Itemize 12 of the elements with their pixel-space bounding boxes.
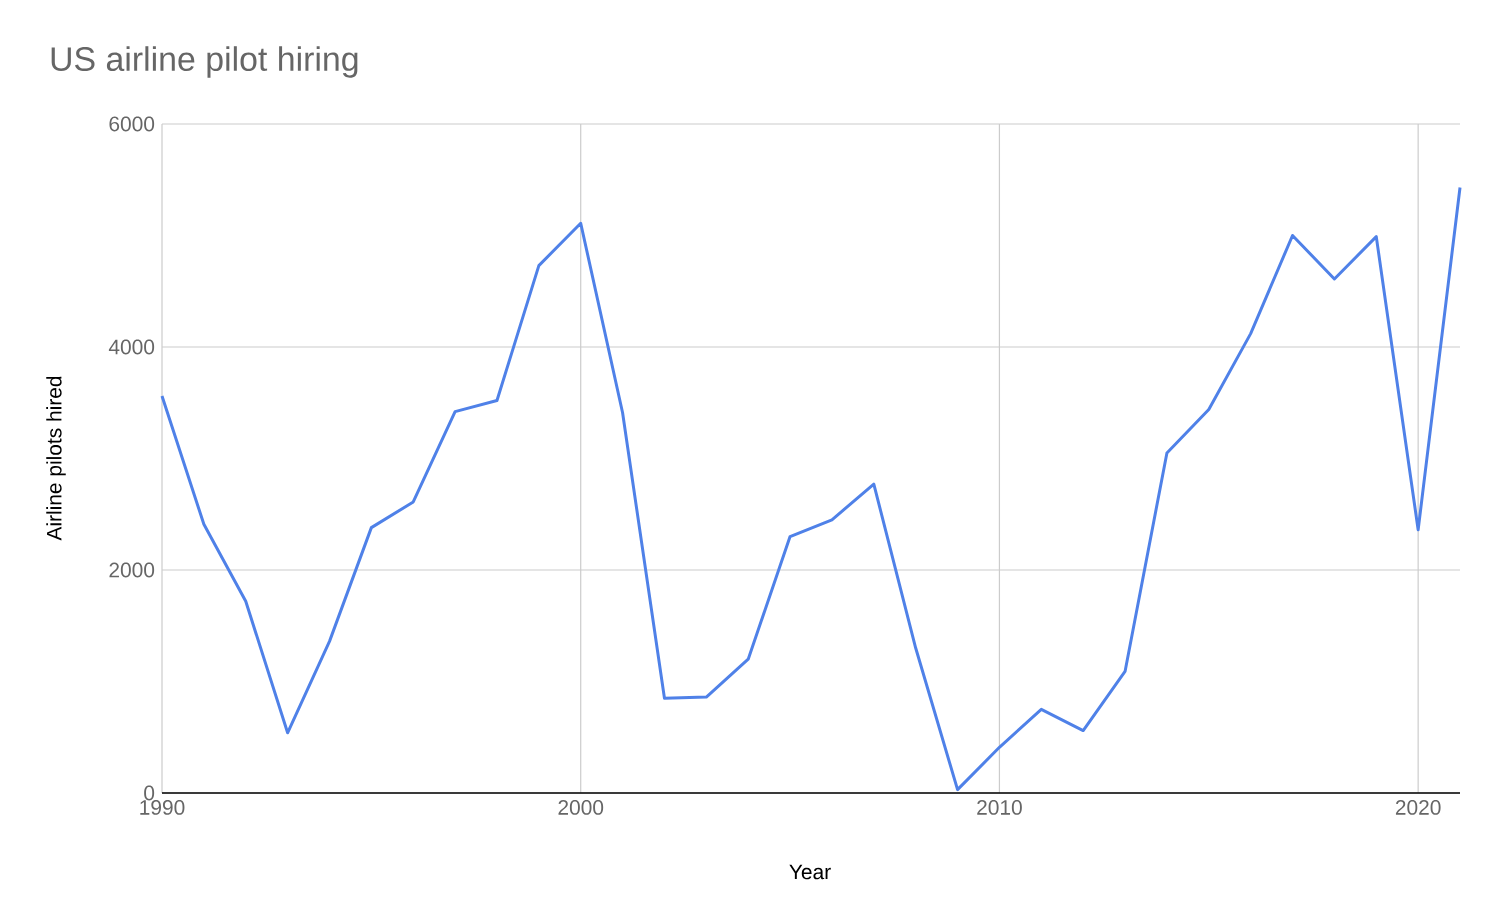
y-tick-label: 2000: [109, 562, 155, 578]
y-tick-label: 0: [144, 785, 155, 801]
x-tick-label: 2020: [1395, 800, 1441, 815]
chart-title: US airline pilot hiring: [51, 46, 358, 78]
x-axis-title: Year: [789, 864, 831, 880]
x-tick-label: 2010: [977, 800, 1022, 815]
x-tick-label: 2000: [558, 800, 604, 815]
y-axis-title: Airline pilots hired: [46, 376, 66, 541]
x-tick-label: 1990: [140, 800, 185, 815]
y-tick-label: 4000: [108, 339, 155, 355]
line-series: [160, 186, 1462, 792]
y-tick-label: 6000: [109, 116, 155, 132]
